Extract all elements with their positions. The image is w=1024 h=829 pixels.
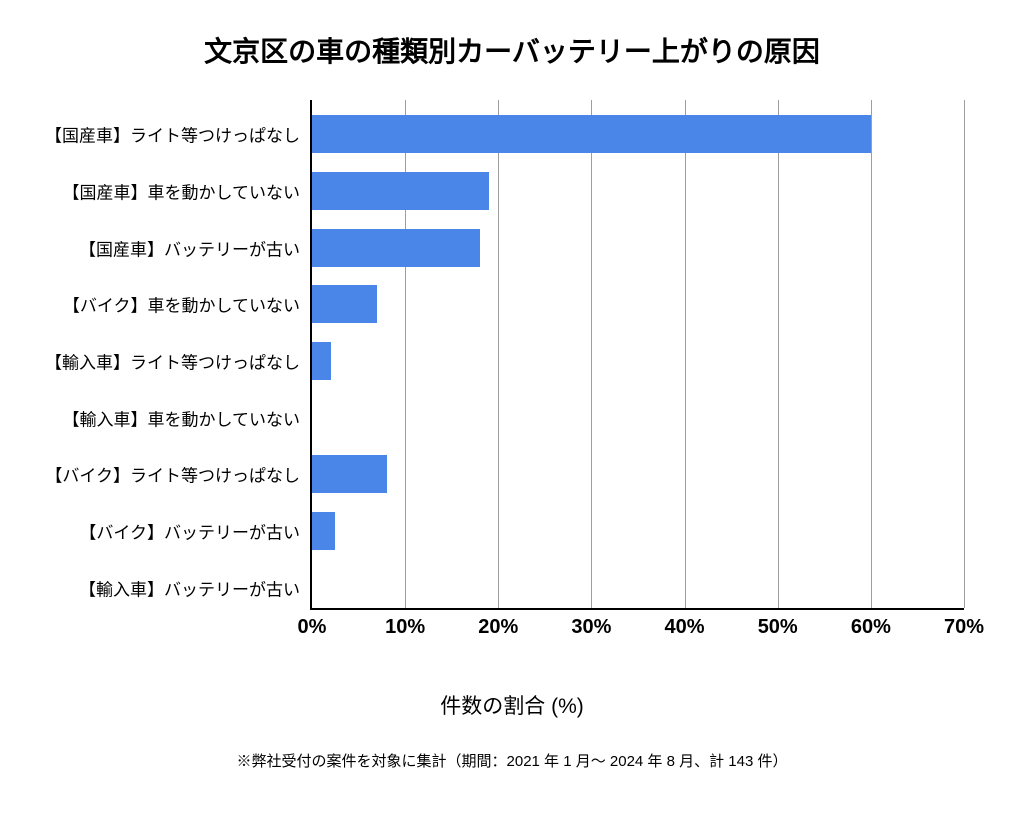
bar-row: 【輸入車】バッテリーが古い [312, 559, 964, 616]
gridline [964, 100, 965, 608]
bar-row: 【国産車】バッテリーが古い [312, 219, 964, 276]
category-label: 【バイク】ライト等つけっぱなし [45, 462, 300, 487]
bar [312, 285, 377, 323]
x-axis-label: 件数の割合 (%) [30, 690, 994, 720]
bar [312, 512, 335, 550]
bar [312, 455, 387, 493]
bar [312, 172, 489, 210]
x-tick-label: 60% [851, 616, 891, 639]
bar [312, 342, 331, 380]
chart-container: 0%10%20%30%40%50%60%70%【国産車】ライト等つけっぱなし【国… [310, 100, 964, 640]
x-tick-label: 70% [944, 616, 984, 639]
plot-area: 0%10%20%30%40%50%60%70%【国産車】ライト等つけっぱなし【国… [310, 100, 964, 610]
bar-row: 【国産車】ライト等つけっぱなし [312, 106, 964, 163]
bar-row: 【輸入車】車を動かしていない [312, 389, 964, 446]
x-tick-label: 30% [571, 616, 611, 639]
category-label: 【バイク】バッテリーが古い [79, 518, 300, 543]
category-label: 【輸入車】ライト等つけっぱなし [45, 348, 300, 373]
chart-footnote: ※弊社受付の案件を対象に集計（期間：2021 年 1 月～ 2024 年 8 月… [30, 750, 994, 771]
x-tick-label: 50% [758, 616, 798, 639]
x-tick-label: 10% [385, 616, 425, 639]
x-tick-label: 40% [665, 616, 705, 639]
x-tick-label: 0% [298, 616, 327, 639]
category-label: 【バイク】車を動かしていない [63, 292, 300, 317]
bar-row: 【バイク】バッテリーが古い [312, 503, 964, 560]
category-label: 【輸入車】バッテリーが古い [79, 575, 300, 600]
category-label: 【国産車】ライト等つけっぱなし [45, 122, 300, 147]
bar-row: 【国産車】車を動かしていない [312, 163, 964, 220]
bar [312, 229, 480, 267]
category-label: 【国産車】車を動かしていない [63, 178, 301, 203]
bar-row: 【輸入車】ライト等つけっぱなし [312, 333, 964, 390]
chart-title: 文京区の車の種類別カーバッテリー上がりの原因 [30, 30, 994, 70]
category-label: 【国産車】バッテリーが古い [79, 235, 300, 260]
bar-row: 【バイク】車を動かしていない [312, 276, 964, 333]
category-label: 【輸入車】車を動かしていない [63, 405, 301, 430]
bar [312, 115, 871, 153]
bar-row: 【バイク】ライト等つけっぱなし [312, 446, 964, 503]
x-tick-label: 20% [478, 616, 518, 639]
